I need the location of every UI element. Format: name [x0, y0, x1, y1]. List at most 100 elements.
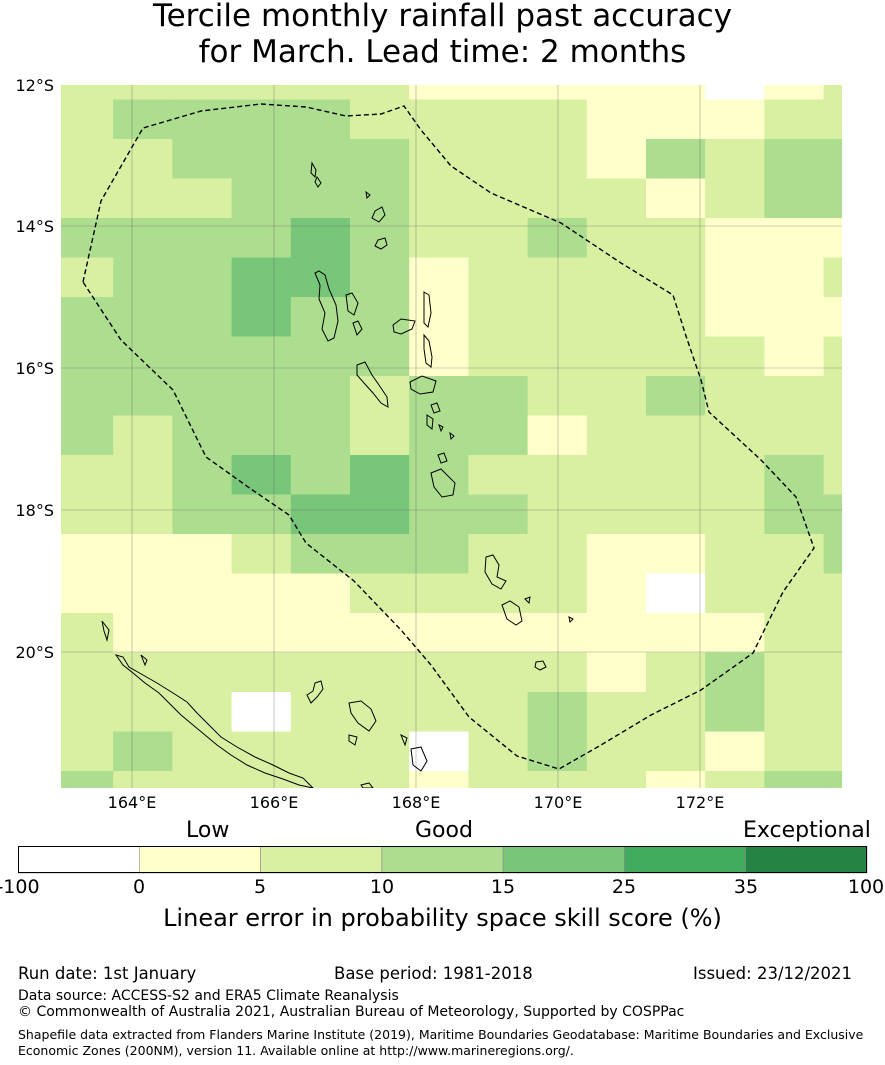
skill-cell — [61, 455, 114, 496]
colorbar-tick: -100 — [0, 876, 40, 898]
skill-cell — [705, 99, 765, 140]
skill-cell — [172, 534, 233, 575]
skill-cell — [290, 218, 351, 259]
skill-cell — [172, 771, 233, 788]
colorbar-tick: 10 — [369, 876, 395, 898]
skill-cell — [764, 573, 825, 614]
skill-cell — [409, 178, 469, 219]
skill-cell — [350, 652, 410, 693]
colorbar — [18, 846, 868, 874]
skill-cell — [290, 85, 351, 101]
skill-cell — [764, 731, 825, 772]
skill-cell — [468, 731, 529, 772]
skill-cell — [586, 652, 647, 693]
skill-cell — [409, 297, 469, 338]
skill-cell — [409, 573, 469, 614]
lon-label-170e: 170°E — [533, 793, 583, 812]
colorbar-tick: 100 — [847, 876, 885, 898]
skill-cell — [409, 613, 469, 654]
skill-cell — [527, 218, 588, 259]
skill-cell — [646, 573, 706, 614]
lat-label-16s: 16°S — [15, 359, 54, 378]
skill-cell — [290, 613, 351, 654]
lon-label-164e: 164°E — [107, 793, 157, 812]
skill-cell — [586, 455, 647, 496]
lat-lon-gridlines — [61, 85, 842, 788]
eez-boundary — [82, 103, 815, 770]
skill-cell — [646, 455, 706, 496]
skill-cell — [823, 613, 842, 654]
colorbar-segment — [381, 846, 504, 874]
skill-cell — [231, 257, 292, 298]
skill-cell — [705, 336, 765, 377]
data-source: Data source: ACCESS-S2 and ERA5 Climate … — [18, 988, 399, 1004]
skill-cell — [646, 376, 706, 417]
skill-cell — [231, 455, 292, 496]
colorbar-segment — [502, 846, 625, 874]
skill-cell — [113, 139, 173, 180]
skill-cell — [113, 494, 173, 535]
skill-cell — [172, 731, 233, 772]
skill-cell — [61, 297, 114, 338]
skill-cell — [527, 455, 588, 496]
skill-cell — [468, 99, 529, 140]
skill-cell — [646, 218, 706, 259]
skill-cell — [823, 178, 842, 219]
skill-cell — [705, 731, 765, 772]
skill-cell — [468, 257, 529, 298]
skill-cell — [705, 257, 765, 298]
skill-cell — [586, 613, 647, 654]
skill-cell — [231, 573, 292, 614]
skill-cell — [61, 85, 114, 101]
skill-cell — [172, 139, 233, 180]
colorbar-tick: 15 — [490, 876, 516, 898]
skill-cell — [290, 494, 351, 535]
skill-cell — [586, 494, 647, 535]
colorbar-segment — [624, 846, 747, 874]
skill-cell — [231, 297, 292, 338]
skill-cell — [172, 415, 233, 456]
skill-cell — [705, 297, 765, 338]
colorbar-tick: 25 — [611, 876, 637, 898]
skill-cell — [231, 85, 292, 101]
skill-cell — [823, 652, 842, 693]
skill-cell — [350, 534, 410, 575]
skill-cell — [823, 297, 842, 338]
skill-cell — [646, 731, 706, 772]
skill-cell — [586, 731, 647, 772]
lat-label-14s: 14°S — [15, 217, 54, 236]
skill-cell — [527, 376, 588, 417]
skill-cell — [646, 297, 706, 338]
skill-cell — [172, 652, 233, 693]
skill-cell — [290, 652, 351, 693]
colorbar-segment — [745, 846, 868, 874]
skill-cell — [764, 85, 825, 101]
skill-cell — [586, 534, 647, 575]
skill-cell — [113, 455, 173, 496]
skill-cell — [705, 218, 765, 259]
skill-cell — [172, 85, 233, 101]
skill-cell — [823, 85, 842, 101]
skill-cell — [764, 297, 825, 338]
skill-cell — [409, 336, 469, 377]
skill-cell — [290, 415, 351, 456]
skill-cell — [172, 494, 233, 535]
skill-cell — [172, 178, 233, 219]
skill-cell — [231, 415, 292, 456]
skill-cell — [823, 692, 842, 733]
skill-cell — [290, 731, 351, 772]
skill-cell — [705, 652, 765, 693]
colorbar-segment — [260, 846, 383, 874]
skill-cell — [468, 297, 529, 338]
skill-cell — [527, 573, 588, 614]
colorbar-label: Linear error in probability space skill … — [163, 904, 722, 932]
skill-cell — [823, 771, 842, 788]
skill-cell — [350, 494, 410, 535]
skill-cell — [764, 376, 825, 417]
skill-cell — [468, 455, 529, 496]
skill-cell — [350, 731, 410, 772]
skill-cell — [61, 494, 114, 535]
skill-cell — [409, 534, 469, 575]
skill-cell — [61, 731, 114, 772]
skill-cell — [764, 692, 825, 733]
